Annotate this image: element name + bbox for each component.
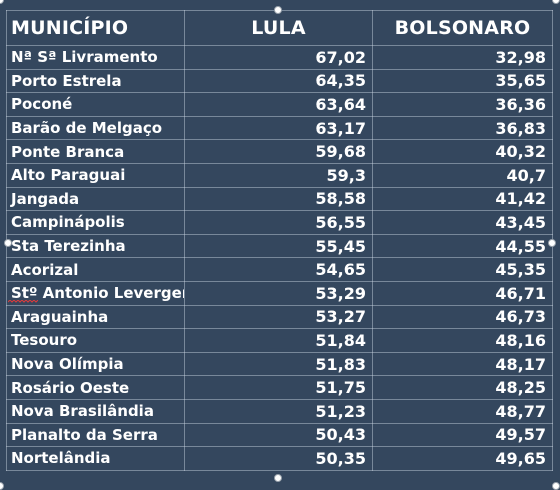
table-row: Nova Brasilândia 51,23 48,77 bbox=[6, 398, 553, 424]
cell-municipio: Campinápolis bbox=[6, 210, 185, 235]
cell-municipio: Rosário Oeste bbox=[6, 375, 185, 400]
cell-bolsonaro: 48,77 bbox=[372, 398, 553, 424]
cell-municipio: Tesouro bbox=[6, 328, 185, 353]
cell-municipio: Poconé bbox=[6, 92, 185, 117]
header-row: MUNICÍPIO LULA BOLSONARO bbox=[6, 10, 553, 46]
cell-lula: 50,43 bbox=[184, 422, 373, 448]
table-row: Tesouro 51,84 48,16 bbox=[6, 328, 553, 353]
cell-municipio: Ponte Branca bbox=[6, 139, 185, 164]
cell-lula: 54,65 bbox=[184, 257, 373, 282]
table-row: Planalto da Serra 50,43 49,57 bbox=[6, 422, 553, 448]
cell-lula: 51,83 bbox=[184, 351, 373, 377]
table-row: Poconé 63,64 36,36 bbox=[6, 92, 553, 117]
table-row: Alto Paraguai 59,3 40,7 bbox=[6, 162, 553, 188]
cell-bolsonaro: 32,98 bbox=[372, 45, 553, 70]
spellcheck-underline bbox=[8, 300, 38, 303]
cell-bolsonaro: 48,17 bbox=[372, 351, 553, 377]
resize-handle-bottom-left[interactable] bbox=[0, 482, 4, 490]
table-row: Porto Estrela 64,35 35,65 bbox=[6, 68, 553, 94]
cell-bolsonaro: 48,25 bbox=[372, 375, 553, 400]
cell-municipio: Araguainha bbox=[6, 304, 185, 330]
cell-lula: 51,23 bbox=[184, 398, 373, 424]
cell-bolsonaro: 43,45 bbox=[372, 210, 553, 235]
cell-lula: 55,45 bbox=[184, 233, 373, 259]
table-row: Sta Terezinha 55,45 44,55 bbox=[6, 233, 553, 259]
cell-municipio: Porto Estrela bbox=[6, 68, 185, 94]
cell-lula: 63,64 bbox=[184, 92, 373, 117]
header-lula: LULA bbox=[184, 10, 373, 46]
resize-handle-middle-right[interactable] bbox=[548, 239, 556, 247]
cell-lula: 53,27 bbox=[184, 304, 373, 330]
cell-municipio: Jangada bbox=[6, 186, 185, 212]
resize-handle-bottom-center[interactable] bbox=[274, 474, 282, 482]
table-row: Nova Olímpia 51,83 48,17 bbox=[6, 351, 553, 377]
cell-municipio: Nova Olímpia bbox=[6, 351, 185, 377]
cell-lula: 58,58 bbox=[184, 186, 373, 212]
table-row: Jangada 58,58 41,42 bbox=[6, 186, 553, 212]
table-row: Nª Sª Livramento 67,02 32,98 bbox=[6, 45, 553, 70]
cell-bolsonaro: 45,35 bbox=[372, 257, 553, 282]
cell-bolsonaro: 40,32 bbox=[372, 139, 553, 164]
table-row: Nortelândia 50,35 49,65 bbox=[6, 446, 553, 471]
table-row: Campinápolis 56,55 43,45 bbox=[6, 210, 553, 235]
cell-bolsonaro: 46,71 bbox=[372, 280, 553, 306]
resize-handle-bottom-right[interactable] bbox=[552, 482, 560, 490]
resize-handle-top-right[interactable] bbox=[552, 0, 560, 4]
cell-municipio: Acorizal bbox=[6, 257, 185, 282]
cell-lula: 51,75 bbox=[184, 375, 373, 400]
cell-lula: 67,02 bbox=[184, 45, 373, 70]
table-row: Acorizal 54,65 45,35 bbox=[6, 257, 553, 282]
table-row: Barão de Melgaço 63,17 36,83 bbox=[6, 115, 553, 141]
header-bolsonaro: BOLSONARO bbox=[372, 10, 553, 46]
cell-bolsonaro: 49,65 bbox=[372, 446, 553, 471]
cell-lula: 64,35 bbox=[184, 68, 373, 94]
cell-municipio: Alto Paraguai bbox=[6, 162, 185, 188]
cell-municipio: Nª Sª Livramento bbox=[6, 45, 185, 70]
results-table: MUNICÍPIO LULA BOLSONARO Nª Sª Livrament… bbox=[6, 10, 553, 471]
resize-handle-middle-left[interactable] bbox=[4, 239, 12, 247]
resize-handle-top-left[interactable] bbox=[0, 0, 4, 4]
cell-bolsonaro: 49,57 bbox=[372, 422, 553, 448]
table-row: Stº Antonio Leverger 53,29 46,71 bbox=[6, 280, 553, 306]
cell-bolsonaro: 35,65 bbox=[372, 68, 553, 94]
cell-lula: 53,29 bbox=[184, 280, 373, 306]
cell-municipio: Sta Terezinha bbox=[6, 233, 185, 259]
cell-lula: 63,17 bbox=[184, 115, 373, 141]
cell-bolsonaro: 44,55 bbox=[372, 233, 553, 259]
resize-handle-top-center[interactable] bbox=[274, 6, 282, 14]
cell-bolsonaro: 46,73 bbox=[372, 304, 553, 330]
cell-lula: 50,35 bbox=[184, 446, 373, 471]
table-row: Rosário Oeste 51,75 48,25 bbox=[6, 375, 553, 400]
header-municipio: MUNICÍPIO bbox=[6, 10, 185, 46]
table-row: Ponte Branca 59,68 40,32 bbox=[6, 139, 553, 164]
cell-lula: 56,55 bbox=[184, 210, 373, 235]
cell-bolsonaro: 36,36 bbox=[372, 92, 553, 117]
cell-bolsonaro: 40,7 bbox=[372, 162, 553, 188]
cell-municipio: Nova Brasilândia bbox=[6, 398, 185, 424]
cell-lula: 59,3 bbox=[184, 162, 373, 188]
cell-bolsonaro: 36,83 bbox=[372, 115, 553, 141]
cell-municipio: Barão de Melgaço bbox=[6, 115, 185, 141]
cell-lula: 51,84 bbox=[184, 328, 373, 353]
cell-bolsonaro: 48,16 bbox=[372, 328, 553, 353]
cell-municipio: Nortelândia bbox=[6, 446, 185, 471]
cell-municipio: Planalto da Serra bbox=[6, 422, 185, 448]
cell-lula: 59,68 bbox=[184, 139, 373, 164]
table-row: Araguainha 53,27 46,73 bbox=[6, 304, 553, 330]
cell-bolsonaro: 41,42 bbox=[372, 186, 553, 212]
